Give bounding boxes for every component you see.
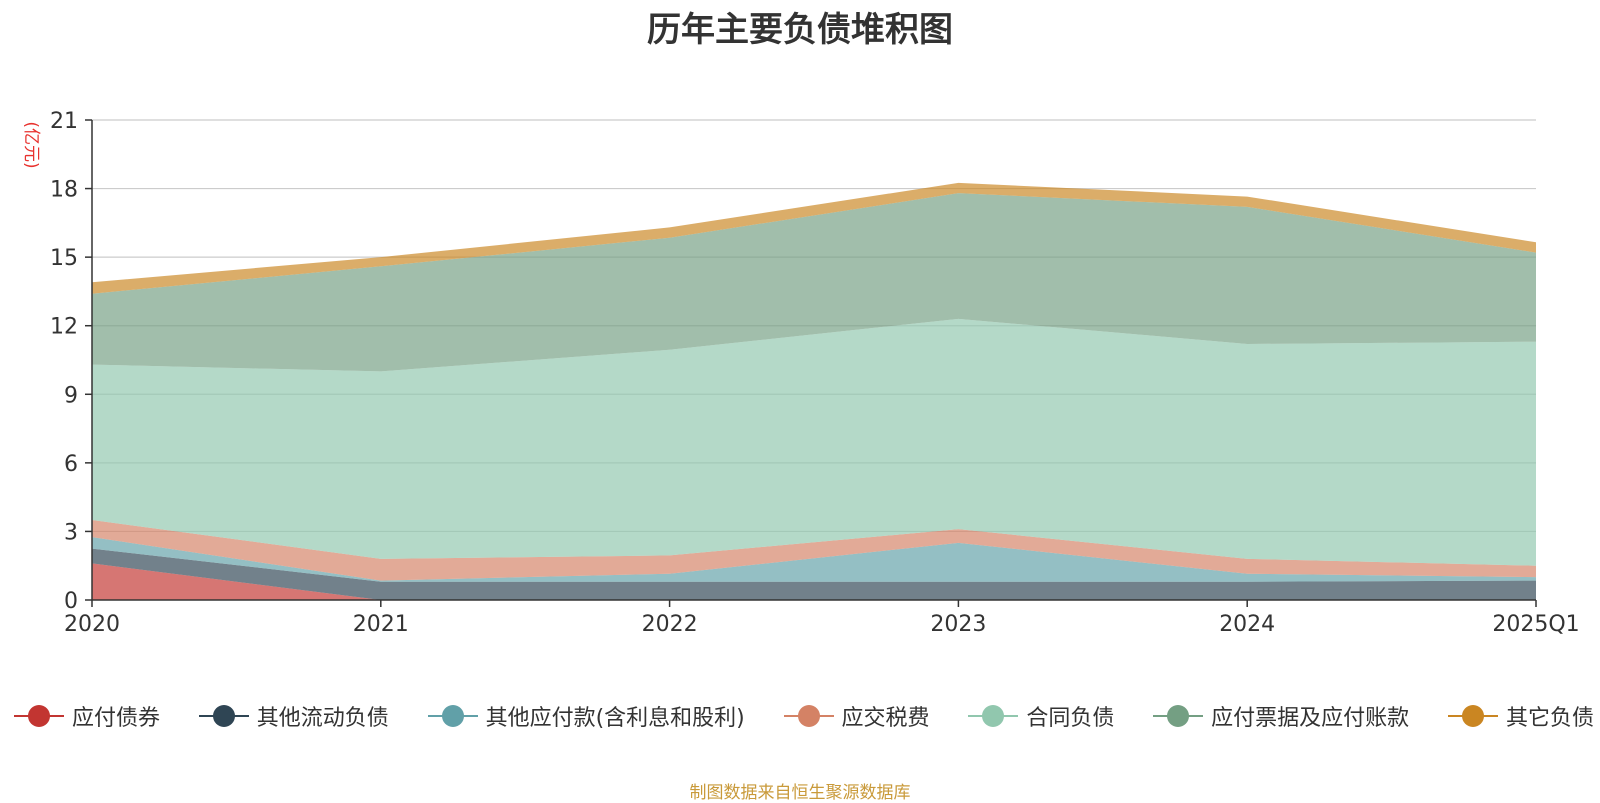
legend-item-1[interactable]: 其他流动负债 <box>198 700 389 732</box>
area-series-3[interactable] <box>92 520 1536 581</box>
legend-item-4[interactable]: 合同负债 <box>968 700 1114 732</box>
x-tick-label-3: 2023 <box>930 612 986 637</box>
legend-marker-icon <box>1447 703 1498 729</box>
y-tick-label-18: 18 <box>50 178 78 203</box>
y-tick-label-3: 3 <box>64 520 78 545</box>
area-series-2[interactable] <box>92 537 1536 582</box>
x-tick-label-0: 2020 <box>64 612 120 637</box>
legend-item-0[interactable]: 应付债券 <box>14 700 160 732</box>
stacked-areas <box>92 182 1536 600</box>
legend-label: 其它负债 <box>1505 706 1594 731</box>
source-note: 制图数据来自恒生聚源数据库 <box>689 783 911 803</box>
legend: 应付债券 其他流动负债 其他应付款(含利息和股利) 应交税费 合同负债 应付票据及应付账款… <box>14 700 1594 732</box>
legend-label: 应付债券 <box>72 706 161 731</box>
x-tick-label-2: 2022 <box>642 612 698 637</box>
legend-label: 应付票据及应付账款 <box>1211 706 1410 731</box>
area-series-4[interactable] <box>92 318 1536 566</box>
axes: 0 3 6 9 12 15 18 21 2020 2021 2022 2023 2024 2025Q1 <box>50 109 1580 637</box>
legend-marker-icon <box>968 703 1019 729</box>
legend-label: 合同负债 <box>1026 706 1115 731</box>
area-series-0[interactable] <box>92 563 1536 600</box>
area-series-5[interactable] <box>92 193 1536 372</box>
legend-label: 其他流动负债 <box>256 706 389 731</box>
legend-item-6[interactable]: 其它负债 <box>1447 700 1594 732</box>
y-tick-label-6: 6 <box>64 452 78 477</box>
y-axis-label: (亿元) <box>21 121 41 168</box>
legend-marker-icon <box>783 703 834 729</box>
legend-label: 其他应付款(含利息和股利) <box>485 706 745 731</box>
legend-item-3[interactable]: 应交税费 <box>783 700 930 732</box>
legend-item-2[interactable]: 其他应付款(含利息和股利) <box>427 700 745 732</box>
legend-marker-icon <box>427 703 478 729</box>
x-tick-label-5: 2025Q1 <box>1492 612 1579 637</box>
legend-marker-icon <box>1153 703 1204 729</box>
y-tick-label-21: 21 <box>50 109 78 134</box>
area-series-1[interactable] <box>92 548 1536 600</box>
legend-item-5[interactable]: 应付票据及应付账款 <box>1153 700 1409 732</box>
y-tick-label-0: 0 <box>64 589 78 614</box>
y-tick-label-15: 15 <box>50 246 78 271</box>
legend-label: 应交税费 <box>841 706 930 731</box>
y-tick-label-9: 9 <box>64 383 78 408</box>
x-tick-label-1: 2021 <box>353 612 409 637</box>
y-tick-label-12: 12 <box>50 315 78 340</box>
legend-marker-icon <box>198 703 249 729</box>
legend-marker-icon <box>14 703 64 729</box>
x-tick-label-4: 2024 <box>1219 612 1275 637</box>
chart-title: 历年主要负债堆积图 <box>647 10 953 50</box>
